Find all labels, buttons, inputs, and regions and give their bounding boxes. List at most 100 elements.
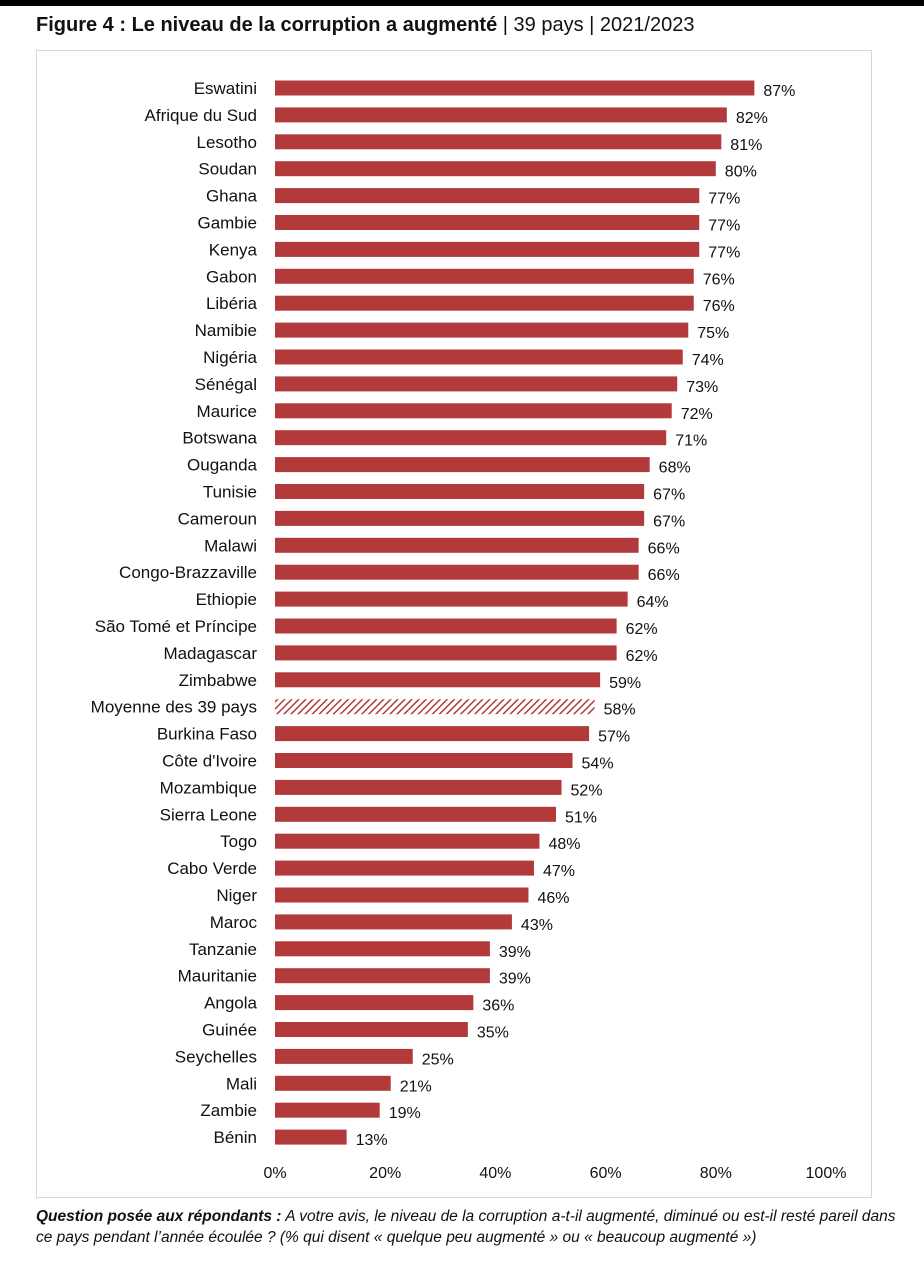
value-label: 66% (648, 540, 680, 557)
value-labels-group: 87% 82% 81% 80% 77% 77% 77% 76% 76% 75% 74% 73% 72% 7… (356, 83, 796, 1149)
bar (275, 1102, 380, 1118)
bar (275, 510, 645, 526)
category-label: Libéria (206, 294, 258, 313)
value-label: 71% (675, 433, 707, 450)
value-label: 47% (543, 863, 575, 880)
category-label: Togo (220, 832, 257, 851)
bar (275, 753, 573, 768)
category-label: Gabon (206, 267, 257, 286)
value-label: 77% (708, 191, 740, 208)
bar (275, 591, 628, 607)
bar (275, 161, 716, 177)
bar (275, 726, 590, 742)
category-label: Ouganda (187, 456, 257, 475)
value-label: 13% (356, 1132, 388, 1149)
bars-group (275, 80, 755, 1145)
category-label: Tunisie (203, 483, 257, 502)
category-label: Guinée (202, 1021, 257, 1040)
category-label: Niger (216, 886, 257, 905)
bar (275, 430, 667, 446)
period: 2021/2023 (599, 14, 695, 36)
value-label: 62% (626, 621, 658, 638)
category-label: Tanzanie (189, 940, 257, 959)
bar (275, 349, 683, 365)
category-label: São Tomé et Príncipe (95, 617, 257, 636)
bar-average (275, 699, 595, 715)
chart-frame (36, 50, 872, 1198)
figure-title-line: Figure 4 : Le niveau de la corruption a … (36, 14, 694, 37)
value-label: 72% (681, 406, 713, 423)
category-label: Maroc (210, 913, 258, 932)
value-label: 39% (499, 944, 531, 961)
bar (275, 1075, 391, 1091)
x-tick-label: 60% (590, 1165, 622, 1182)
category-label: Afrique du Sud (145, 106, 257, 125)
category-label: Nigéria (203, 348, 257, 367)
value-label: 64% (637, 594, 669, 611)
value-label: 74% (692, 352, 724, 369)
x-tick-label: 100% (806, 1165, 847, 1182)
bar (275, 188, 700, 204)
bar (275, 457, 650, 473)
category-label: Madagascar (163, 644, 257, 663)
value-label: 67% (653, 513, 685, 530)
category-label: Botswana (182, 429, 257, 448)
bar (275, 806, 557, 822)
value-label: 73% (686, 379, 718, 396)
category-label: Zambie (200, 1101, 257, 1120)
category-label: Maurice (197, 402, 257, 421)
bar (275, 1048, 413, 1064)
bar (275, 860, 534, 876)
bar (275, 403, 672, 419)
value-label: 19% (389, 1105, 421, 1122)
value-label: 48% (548, 836, 580, 853)
bar (275, 941, 490, 957)
value-label: 87% (763, 83, 795, 100)
category-label: Ethiopie (196, 590, 257, 609)
bar (275, 322, 689, 338)
bar (275, 268, 694, 284)
bar (275, 887, 529, 903)
value-label: 54% (582, 756, 614, 773)
category-label: Bénin (214, 1128, 257, 1147)
value-label: 36% (482, 998, 514, 1015)
category-label: Soudan (198, 160, 257, 179)
bar (275, 376, 678, 392)
bar (275, 833, 540, 849)
bar (275, 295, 694, 311)
value-label: 57% (598, 729, 630, 746)
bar-chart: Eswatini Afrique du Sud Lesotho Soudan Ghana… (91, 79, 847, 1182)
bar (275, 80, 755, 96)
category-label: Zimbabwe (179, 671, 257, 690)
value-label: 75% (697, 325, 729, 342)
category-label: Eswatini (194, 79, 257, 98)
value-label: 68% (659, 460, 691, 477)
question-label: Question posée aux répondants : (36, 1208, 282, 1225)
value-label: 21% (400, 1078, 432, 1095)
category-label: Mozambique (160, 778, 257, 797)
value-label: 46% (537, 890, 569, 907)
category-label: Burkina Faso (157, 725, 257, 744)
category-label: Sénégal (195, 375, 257, 394)
value-label: 80% (725, 164, 757, 181)
category-label: Malawi (204, 536, 257, 555)
bar (275, 537, 639, 553)
category-label: Mauritanie (178, 967, 257, 986)
top-rule (0, 0, 924, 6)
category-labels-group: Eswatini Afrique du Sud Lesotho Soudan Ghana… (91, 79, 258, 1147)
category-label: Angola (204, 994, 257, 1013)
value-label: 76% (703, 271, 735, 288)
value-label: 67% (653, 487, 685, 504)
value-label: 43% (521, 917, 553, 934)
x-tick-label: 20% (369, 1165, 401, 1182)
bar (275, 134, 722, 150)
category-label: Congo-Brazzaville (119, 563, 257, 582)
category-label: Lesotho (197, 133, 258, 152)
category-label: Seychelles (175, 1047, 257, 1066)
bar (275, 645, 617, 661)
category-label: Sierra Leone (160, 805, 257, 824)
x-tick-label: 80% (700, 1165, 732, 1182)
countries-count: 39 pays (513, 14, 584, 36)
value-label: 66% (648, 567, 680, 584)
value-label: 59% (609, 675, 641, 692)
